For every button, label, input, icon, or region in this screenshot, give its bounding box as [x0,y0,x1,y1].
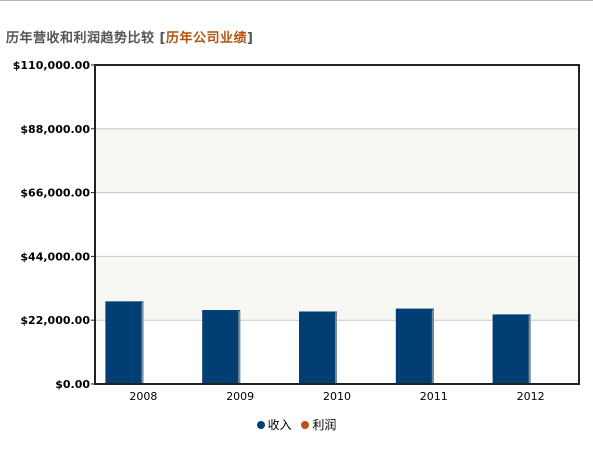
legend-label-profit: 利润 [312,418,337,432]
y-tick-label: $110,000.00 [13,59,91,72]
y-tick-label: $88,000.00 [20,123,90,136]
plot-frame [94,64,580,385]
plot-band [95,256,579,321]
bar-revenue[interactable] [202,310,241,384]
legend-marker-profit [301,420,310,429]
plot-band [95,128,579,193]
y-tick-label: $22,000.00 [20,314,90,327]
chart-header: 历年营收和利润趋势比较 [历年公司业绩] [6,27,253,46]
bar-shadow [238,311,241,384]
y-tick-label: $44,000.00 [20,250,90,263]
x-tick-labels: 2008 2009 2010 2011 2012 [129,390,544,403]
legend-item-revenue[interactable]: 收入 [256,416,292,433]
bar-shadow [431,309,434,384]
chart-heading: 历年营收和利润趋势比较 [6,31,155,46]
legend-item-profit[interactable]: 利润 [301,416,336,433]
bar-shadow [141,302,144,384]
bar-shadow [335,312,337,384]
legend-marker-revenue [256,420,265,429]
bar-revenue[interactable] [105,301,144,384]
x-tick-label: 2012 [517,390,545,403]
bar-shadow [528,315,531,384]
bracket-open: [ [159,31,166,46]
legend-label-revenue: 收入 [267,418,292,432]
axes [91,64,580,385]
y-tick-labels: $0.00 $22,000.00 $44,000.00 $66,000.00 $88,0… [13,59,91,391]
bar-revenue[interactable] [299,311,337,385]
x-tick-label: 2008 [129,390,157,403]
company-performance-link[interactable]: 历年公司业绩 [166,31,248,46]
bar-revenue[interactable] [395,308,434,384]
top-border [0,0,593,1]
y-tick-label: $0.00 [55,378,90,391]
plot-bands [95,128,579,321]
legend: 收入 利润 [0,416,593,433]
bars [105,301,531,385]
bar-revenue[interactable] [492,314,531,384]
x-tick-label: 2009 [226,390,254,403]
bracket-close: ] [247,31,254,46]
y-tick-label: $66,000.00 [20,187,90,200]
x-tick-label: 2010 [323,390,351,403]
x-tick-label: 2011 [420,390,448,403]
